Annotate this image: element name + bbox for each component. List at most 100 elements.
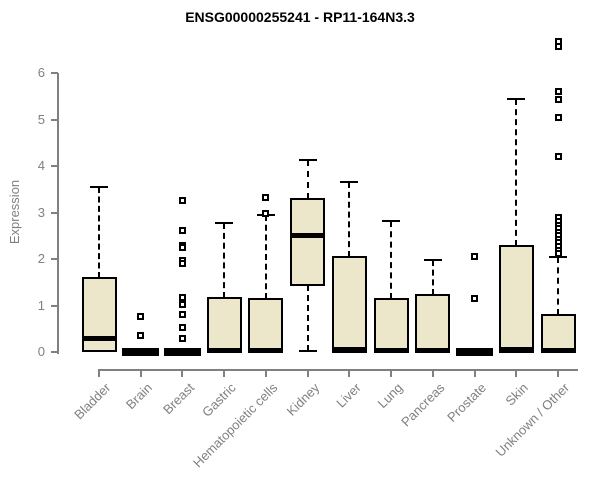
- median-hematopoietic-cells: [248, 347, 284, 353]
- y-axis-tick: [51, 211, 58, 214]
- box-skin: [498, 245, 534, 353]
- outlier-point-hematopoietic-cells: [262, 194, 270, 202]
- outlier-point-breast: [178, 323, 186, 331]
- x-tick-label-brain: Brain: [123, 380, 156, 413]
- x-axis-line: [98, 369, 578, 371]
- outlier-point-breast: [178, 300, 186, 308]
- x-axis-tick: [390, 371, 393, 377]
- outlier-point-brain: [137, 312, 145, 320]
- box-unknown-other: [540, 313, 576, 353]
- upper-whisker-hematopoietic-cells: [264, 214, 267, 299]
- outlier-point-breast: [178, 197, 186, 205]
- x-axis-tick: [264, 371, 267, 377]
- outlier-point-brain: [137, 332, 145, 340]
- outlier-point-prostate: [471, 253, 479, 261]
- outlier-point-unknown-other: [554, 88, 562, 96]
- outlier-point-prostate: [471, 295, 479, 303]
- median-lung: [373, 347, 409, 353]
- y-tick-label: 0: [37, 344, 45, 359]
- lower-whisker-cap-kidney: [298, 350, 317, 353]
- box-liver: [331, 255, 367, 353]
- outlier-point-unknown-other: [554, 95, 562, 103]
- upper-whisker-cap-pancreas: [423, 258, 442, 261]
- x-axis-tick: [181, 371, 184, 377]
- box-prostate: [456, 348, 494, 356]
- x-tick-label-bladder: Bladder: [71, 380, 114, 423]
- x-tick-label-breast: Breast: [159, 380, 198, 418]
- median-gastric: [206, 347, 242, 353]
- median-unknown-other: [540, 347, 576, 353]
- x-axis-tick: [473, 371, 476, 377]
- outlier-point-unknown-other: [554, 43, 562, 51]
- y-axis-tick: [51, 258, 58, 260]
- x-tick-label-liver: Liver: [333, 380, 364, 411]
- y-axis-tick: [51, 304, 58, 307]
- outlier-point-hematopoietic-cells: [262, 210, 270, 218]
- y-axis-tick: [51, 165, 58, 167]
- upper-whisker-unknown-other: [557, 256, 560, 315]
- box-gastric: [206, 296, 242, 353]
- x-tick-label-unknown-other: Unknown / Other: [493, 380, 573, 460]
- upper-whisker-cap-lung: [382, 219, 401, 222]
- median-skin: [498, 347, 534, 353]
- median-liver: [331, 347, 367, 353]
- y-axis-tick: [51, 118, 58, 121]
- outlier-point-breast: [178, 335, 186, 343]
- outlier-point-breast: [178, 244, 186, 252]
- upper-whisker-skin: [515, 98, 518, 247]
- x-axis-tick: [139, 371, 142, 377]
- x-axis-tick: [348, 371, 351, 377]
- outlier-point-breast: [178, 294, 186, 302]
- median-bladder: [81, 336, 117, 342]
- upper-whisker-pancreas: [431, 259, 434, 296]
- x-tick-label-prostate: Prostate: [444, 380, 490, 425]
- x-tick-label-lung: Lung: [374, 380, 406, 412]
- upper-whisker-bladder: [98, 186, 100, 278]
- median-pancreas: [415, 347, 451, 353]
- box-breast: [163, 348, 201, 356]
- upper-whisker-cap-gastric: [215, 222, 234, 225]
- y-tick-label: 4: [37, 158, 45, 173]
- chart-title: ENSG00000255241 - RP11-164N3.3: [185, 9, 415, 25]
- upper-whisker-cap-skin: [507, 97, 526, 100]
- y-tick-label: 5: [37, 111, 45, 127]
- upper-whisker-gastric: [223, 223, 226, 298]
- x-axis-tick: [515, 371, 518, 377]
- outlier-point-breast: [178, 226, 186, 234]
- x-axis-tick: [557, 371, 560, 377]
- lower-whisker-kidney: [306, 285, 309, 352]
- outlier-point-breast: [178, 311, 186, 319]
- median-kidney: [290, 233, 326, 239]
- y-tick-label: 2: [37, 251, 45, 266]
- box-brain: [122, 348, 160, 356]
- box-hematopoietic-cells: [248, 297, 284, 353]
- y-tick-label: 1: [37, 297, 45, 313]
- x-tick-label-pancreas: Pancreas: [398, 380, 448, 430]
- x-tick-label-kidney: Kidney: [283, 380, 323, 419]
- box-kidney: [290, 197, 326, 287]
- x-tick-label-skin: Skin: [502, 380, 531, 409]
- outlier-point-breast: [178, 260, 186, 268]
- y-tick-label: 6: [37, 65, 45, 80]
- x-tick-label-gastric: Gastric: [199, 380, 239, 420]
- upper-whisker-cap-liver: [340, 180, 359, 183]
- upper-whisker-cap-bladder: [90, 185, 108, 188]
- x-axis-tick: [98, 371, 100, 377]
- upper-whisker-liver: [348, 181, 351, 257]
- box-lung: [373, 297, 409, 353]
- upper-whisker-lung: [390, 220, 393, 299]
- upper-whisker-cap-kidney: [298, 158, 317, 161]
- box-pancreas: [415, 294, 451, 353]
- y-axis-tick: [51, 72, 58, 74]
- x-axis-tick: [306, 371, 309, 377]
- upper-whisker-kidney: [306, 159, 309, 199]
- y-axis-line: [57, 73, 59, 354]
- outlier-point-unknown-other: [554, 153, 562, 161]
- y-tick-label: 3: [37, 204, 45, 220]
- outlier-point-unknown-other: [554, 250, 562, 258]
- x-axis-tick: [431, 371, 434, 377]
- x-axis-tick: [223, 371, 226, 377]
- outlier-point-unknown-other: [554, 114, 562, 122]
